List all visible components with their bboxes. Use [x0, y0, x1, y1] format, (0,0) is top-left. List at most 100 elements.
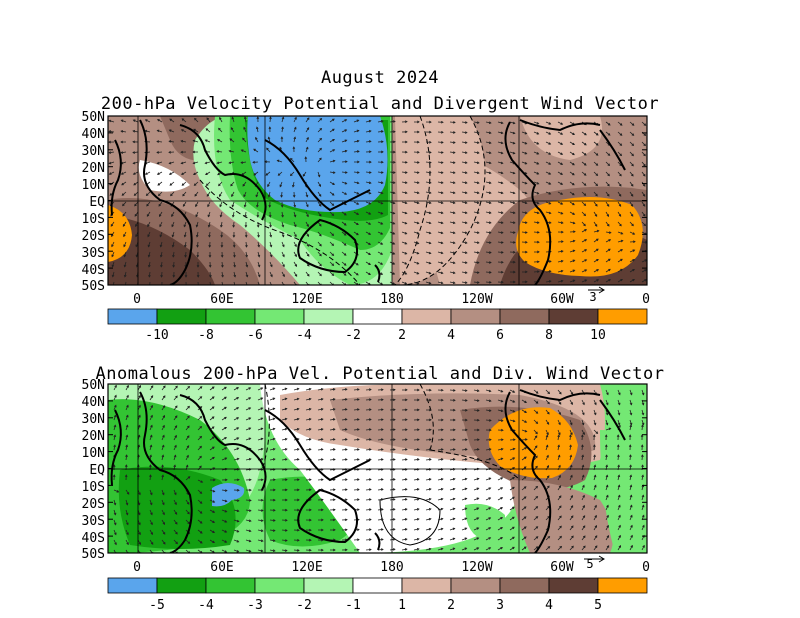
wind-vector-arrow	[255, 126, 259, 133]
wind-vector-arrow	[569, 434, 572, 441]
wind-vector-arrow	[268, 126, 272, 133]
colorbar-label: 4	[545, 598, 553, 613]
wind-vector-arrow	[281, 221, 285, 228]
wind-vector-arrow	[401, 281, 408, 285]
wind-vector-arrow	[521, 466, 527, 471]
wind-vector-arrow	[185, 454, 189, 461]
wind-vector-arrow	[461, 221, 468, 225]
wind-vector-arrow	[401, 478, 408, 481]
wind-vector-arrow	[497, 280, 504, 284]
wind-vector-arrow	[159, 221, 163, 228]
wind-vector-arrow	[147, 241, 151, 248]
wind-vector-arrow	[267, 136, 271, 143]
wind-vector-arrow	[497, 487, 504, 491]
colorbar-swatch	[254, 577, 305, 594]
wind-vector-arrow	[533, 445, 538, 451]
wind-vector-arrow	[401, 398, 408, 402]
wind-vector-arrow	[233, 417, 240, 421]
wind-vector-arrow	[220, 261, 224, 268]
wind-vector-arrow	[207, 201, 211, 208]
wind-vector-arrow	[317, 251, 322, 257]
wind-vector-arrow	[640, 444, 644, 451]
panel2-reference-vector: 5	[584, 555, 605, 571]
wind-vector-arrow	[425, 150, 432, 154]
wind-vector-arrow	[193, 171, 199, 175]
lat-label: 30N	[82, 412, 105, 427]
wind-vector-arrow	[401, 191, 408, 195]
wind-vector-arrow	[581, 181, 587, 186]
wind-vector-arrow	[113, 434, 117, 441]
wind-vector-arrow	[581, 201, 587, 207]
wind-vector-arrow	[545, 171, 552, 175]
wind-vector-arrow	[329, 528, 336, 532]
wind-vector-arrow	[509, 399, 516, 403]
wind-vector-arrow	[217, 139, 223, 143]
wind-vector-arrow	[473, 547, 480, 551]
wind-vector-arrow	[329, 191, 335, 196]
wind-vector-arrow	[533, 240, 540, 244]
wind-vector-arrow	[133, 181, 139, 186]
wind-vector-arrow	[149, 489, 153, 496]
lon-label: 120E	[291, 292, 322, 307]
wind-vector-arrow	[269, 251, 273, 258]
wind-vector-arrow	[185, 385, 191, 391]
wind-vector-arrow	[425, 448, 432, 451]
wind-vector-arrow	[197, 415, 203, 421]
wind-vector-arrow	[628, 454, 632, 461]
wind-vector-arrow	[137, 385, 141, 391]
wind-vector-arrow	[221, 427, 227, 431]
wind-vector-arrow	[485, 547, 492, 551]
wind-vector-arrow	[509, 201, 516, 205]
wind-vector-arrow	[461, 281, 468, 284]
wind-vector-arrow	[617, 268, 623, 273]
wind-vector-arrow	[461, 517, 468, 521]
wind-vector-arrow	[628, 434, 632, 441]
wind-vector-arrow	[641, 121, 647, 126]
wind-vector-arrow	[180, 139, 187, 143]
wind-vector-arrow	[197, 539, 203, 544]
wind-vector-arrow	[497, 438, 504, 442]
wind-vector-arrow	[473, 281, 480, 284]
wind-vector-arrow	[281, 549, 288, 552]
wind-vector-arrow	[437, 281, 444, 285]
wind-vector-arrow	[425, 120, 432, 124]
wind-vector-arrow	[521, 496, 527, 501]
wind-vector-arrow	[172, 251, 175, 258]
panel1-coastlines	[110, 119, 626, 285]
wind-vector-arrow	[461, 458, 468, 461]
wind-vector-arrow	[161, 434, 165, 441]
wind-vector-arrow	[365, 388, 372, 392]
wind-vector-arrow	[329, 418, 336, 421]
wind-vector-arrow	[132, 151, 139, 154]
wind-vector-arrow	[569, 535, 574, 541]
wind-vector-arrow	[545, 151, 552, 155]
wind-vector-arrow	[161, 405, 166, 411]
wind-vector-arrow	[485, 507, 492, 511]
wind-vector-arrow	[461, 507, 468, 511]
wind-vector-arrow	[113, 424, 117, 431]
wind-vector-arrow	[605, 239, 612, 243]
wind-vector-arrow	[185, 519, 190, 525]
wind-vector-arrow	[437, 408, 444, 412]
wind-vector-arrow	[318, 528, 324, 532]
wind-vector-arrow	[173, 444, 177, 451]
wind-vector-arrow	[629, 221, 634, 227]
wind-vector-arrow	[341, 518, 348, 522]
wind-vector-arrow	[449, 527, 456, 531]
wind-vector-arrow	[169, 181, 175, 186]
wind-vector-arrow	[533, 435, 538, 441]
wind-vector-arrow	[569, 249, 576, 253]
wind-vector-arrow	[545, 181, 552, 185]
wind-vector-arrow	[228, 161, 235, 165]
wind-vector-arrow	[629, 409, 633, 416]
wind-vector-arrow	[281, 241, 285, 248]
wind-vector-arrow	[161, 454, 165, 461]
wind-vector-arrow	[245, 549, 252, 553]
wind-vector-arrow	[437, 418, 444, 422]
wind-vector-arrow	[341, 398, 348, 401]
lon-label: 120E	[291, 560, 322, 575]
wind-vector-arrow	[401, 438, 408, 442]
wind-vector-arrow	[641, 494, 645, 501]
wind-vector-arrow	[641, 191, 646, 197]
wind-vector-arrow	[280, 201, 284, 208]
